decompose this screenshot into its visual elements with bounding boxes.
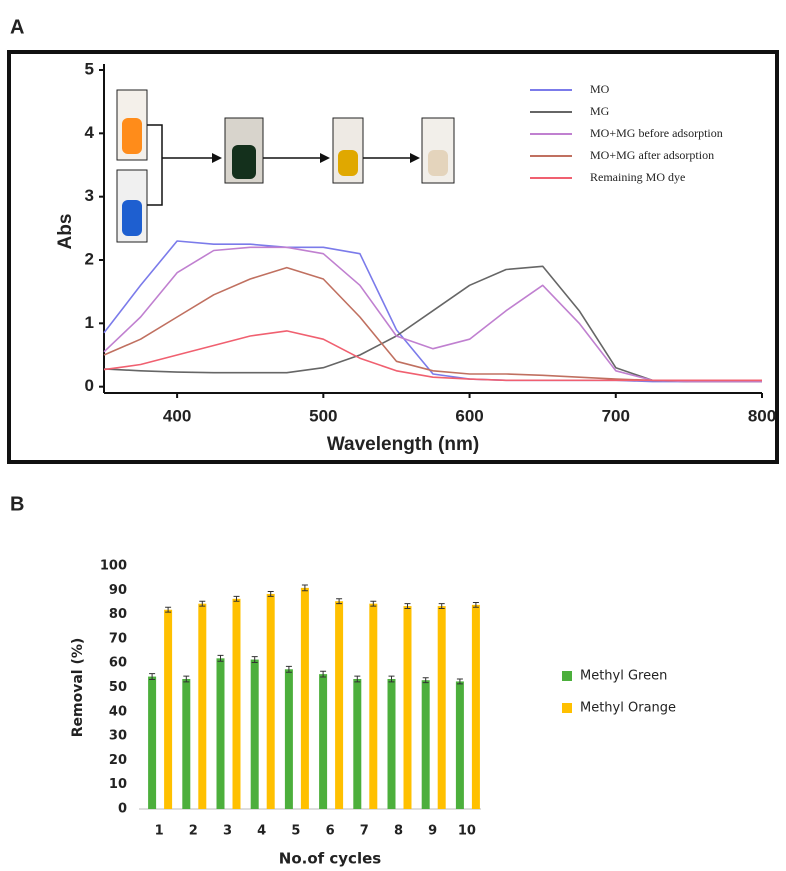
bar — [471, 604, 480, 809]
legend-label: MG — [590, 104, 610, 118]
legend-swatch — [562, 671, 572, 681]
x-tick-label: 700 — [602, 406, 630, 425]
error-bar — [472, 601, 479, 608]
error-bar — [233, 595, 240, 602]
error-bar — [217, 654, 224, 662]
error-bar — [165, 606, 172, 613]
y-tick-label: 10 — [109, 777, 127, 792]
x-tick-label: 1 — [155, 824, 164, 839]
error-bar — [438, 603, 445, 610]
bar — [182, 678, 191, 809]
y-tick-label: 100 — [100, 559, 127, 574]
error-bar — [456, 678, 463, 685]
line-series — [103, 266, 762, 382]
bar — [216, 658, 225, 809]
bar — [387, 678, 396, 809]
bar — [335, 601, 344, 809]
bar — [300, 587, 309, 809]
y-tick-label: 80 — [109, 607, 127, 622]
x-tick-label: 5 — [291, 824, 300, 839]
error-bar — [301, 584, 308, 592]
error-bar — [320, 670, 327, 678]
legend-label: Remaining MO dye — [590, 170, 685, 184]
error-bar — [388, 675, 395, 683]
x-tick-label: 400 — [163, 406, 191, 425]
x-tick-label: 3 — [223, 824, 232, 839]
bar — [148, 676, 157, 809]
panel-label: B — [10, 493, 24, 515]
error-bar — [267, 591, 274, 597]
x-tick-label: 4 — [257, 824, 266, 839]
legend-label: Methyl Orange — [580, 701, 676, 716]
legend-label: Methyl Green — [580, 669, 667, 684]
bar — [284, 669, 293, 809]
legend-label: MO — [590, 82, 610, 96]
y-tick-label: 0 — [118, 802, 127, 817]
x-tick-label: 9 — [428, 824, 437, 839]
x-tick-label: 600 — [455, 406, 483, 425]
legend-label: MO+MG after adsorption — [590, 148, 714, 162]
legend-swatch — [562, 703, 572, 713]
line-series — [103, 240, 762, 383]
y-tick-label: 3 — [85, 186, 94, 205]
bar — [266, 593, 275, 809]
x-tick-label: 8 — [394, 824, 403, 839]
bar — [164, 609, 173, 809]
error-bar — [199, 600, 206, 607]
x-tick-label: 500 — [309, 406, 337, 425]
panel-label: A — [10, 16, 24, 38]
y-tick-label: 60 — [109, 656, 127, 671]
error-bar — [336, 598, 343, 605]
x-tick-label: 2 — [189, 824, 198, 839]
x-axis-label: No.of cycles — [279, 850, 381, 868]
bar — [353, 678, 362, 809]
bar — [369, 603, 378, 809]
y-tick-label: 0 — [85, 376, 94, 395]
error-bar — [183, 675, 190, 683]
bar — [421, 680, 430, 809]
bar — [319, 674, 328, 809]
y-tick-label: 50 — [109, 680, 127, 695]
error-bar — [285, 665, 292, 673]
x-tick-label: 800 — [748, 406, 776, 425]
y-tick-label: 2 — [85, 249, 94, 268]
x-tick-label: 10 — [458, 824, 476, 839]
x-tick-label: 6 — [326, 824, 335, 839]
error-bar — [370, 600, 377, 607]
bar — [403, 606, 412, 809]
vial-illustration — [116, 89, 455, 243]
x-tick-label: 7 — [360, 824, 369, 839]
error-bar — [251, 656, 258, 663]
bar — [198, 603, 207, 809]
y-tick-label: 5 — [85, 59, 94, 78]
error-bar — [422, 677, 429, 684]
line-series — [103, 265, 762, 383]
y-tick-label: 40 — [109, 704, 127, 719]
bar — [437, 606, 446, 809]
legend-label: MO+MG before adsorption — [590, 126, 723, 140]
x-axis-label: Wavelength (nm) — [327, 434, 479, 455]
y-tick-label: 90 — [109, 583, 127, 598]
y-tick-label: 30 — [109, 729, 127, 744]
y-tick-label: 1 — [85, 313, 94, 332]
error-bar — [404, 603, 411, 610]
line-series — [103, 330, 762, 382]
line-series — [103, 246, 762, 383]
bar — [455, 681, 464, 809]
error-bar — [149, 673, 156, 680]
y-tick-label: 4 — [85, 123, 95, 142]
bar — [232, 598, 241, 809]
y-tick-label: 20 — [109, 753, 127, 768]
y-tick-label: 70 — [109, 631, 127, 646]
bar — [250, 659, 259, 809]
y-axis-label: Abs — [55, 214, 76, 250]
error-bar — [354, 675, 361, 683]
y-axis-label: Removal (%) — [70, 638, 86, 738]
panel-frame — [7, 50, 779, 464]
